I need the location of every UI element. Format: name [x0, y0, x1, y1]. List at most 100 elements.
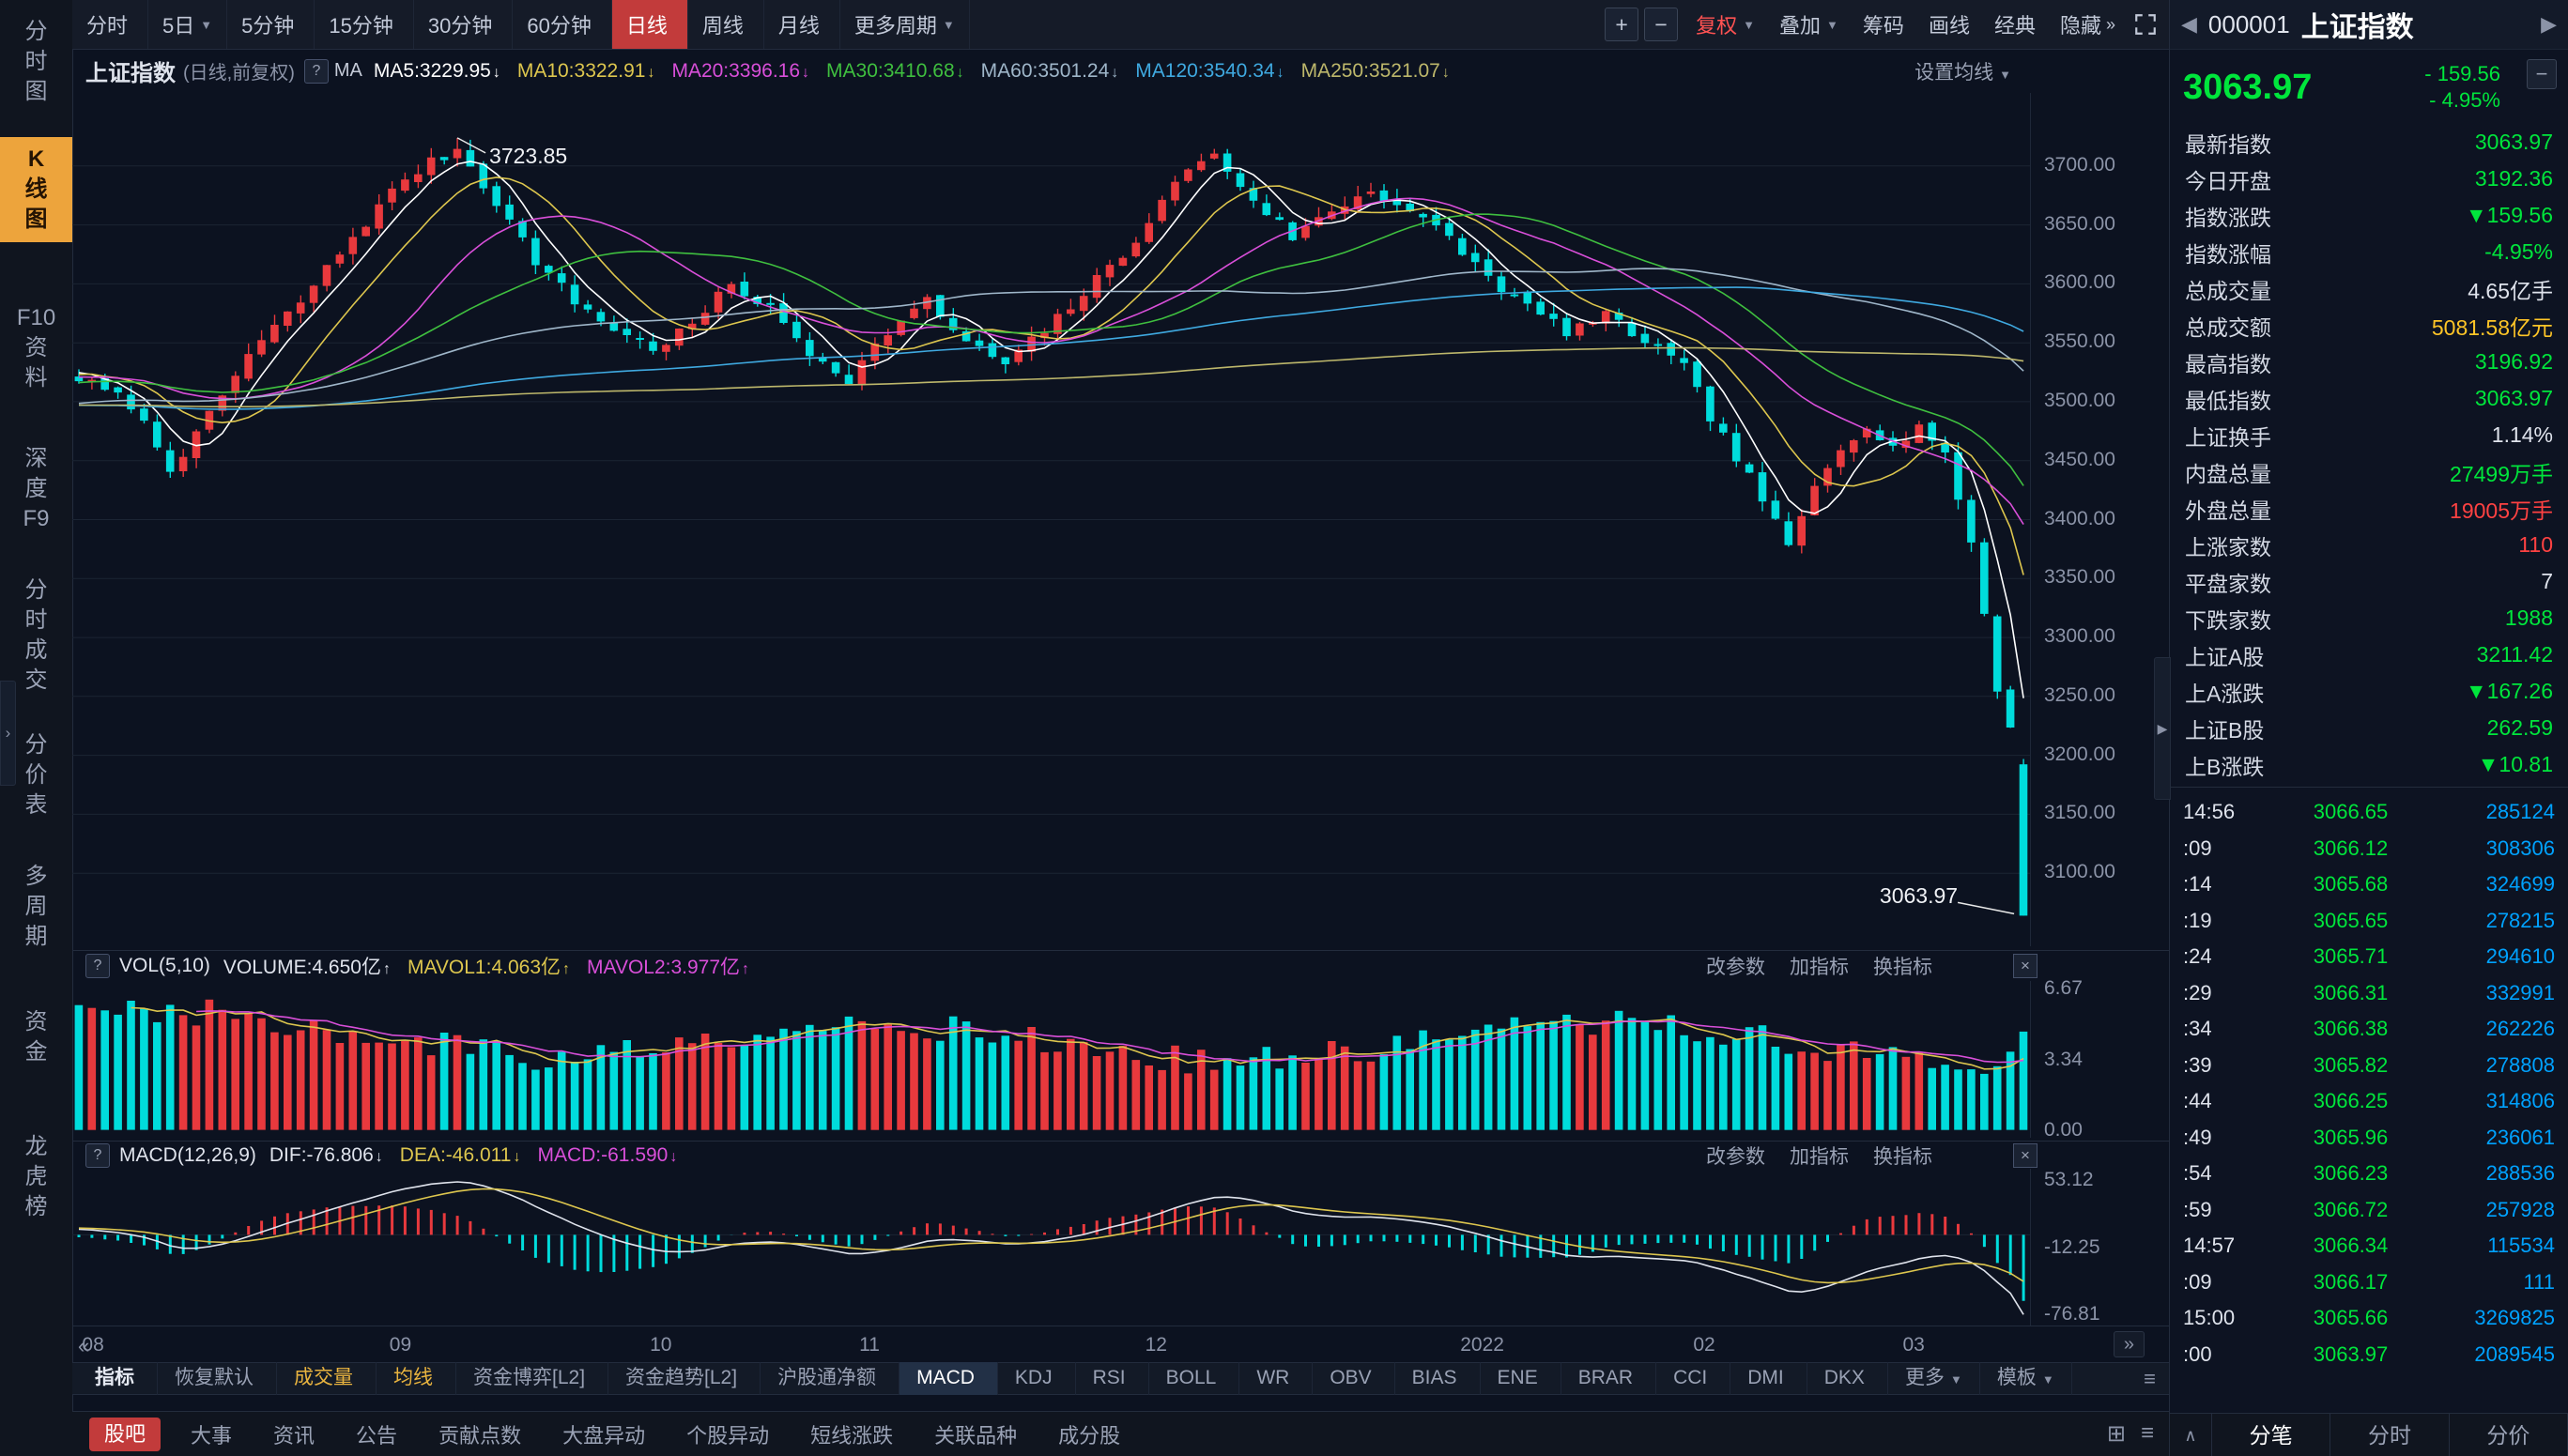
sidebar-tab[interactable]: 多 周 期	[24, 864, 48, 949]
bottom-nav-item[interactable]: 短线涨跌	[810, 1423, 894, 1448]
chips-button[interactable]: 筹码	[1862, 14, 1904, 38]
indicator-tab[interactable]: DMI	[1730, 1362, 1807, 1395]
indicator-tab[interactable]: 均线	[377, 1362, 456, 1395]
macd-axis-label: -12.25	[2044, 1235, 2100, 1258]
bottom-nav-item[interactable]: 公告	[356, 1423, 398, 1448]
scroll-left-icon[interactable]: «	[78, 1334, 90, 1357]
indicator-tab[interactable]: 更多 ▼	[1888, 1362, 1980, 1395]
adjust-mode-dropdown[interactable]: 复权 ▼	[1696, 14, 1756, 38]
quote-row-value: -4.95%	[2484, 239, 2553, 264]
sidebar-tab[interactable]: K 线 图	[0, 137, 72, 242]
bottom-nav-item[interactable]: 贡献点数	[438, 1423, 522, 1448]
menu-icon[interactable]: ≡	[2140, 1420, 2154, 1446]
collapse-ticks-icon[interactable]: ∧	[2170, 1414, 2212, 1456]
pane-control[interactable]: 加指标	[1790, 1145, 1849, 1168]
candlestick-chart[interactable]: 3723.85 3063.97	[72, 93, 2031, 946]
macd-chart[interactable]	[72, 1169, 2031, 1326]
bottom-nav-item[interactable]: 资讯	[273, 1423, 315, 1448]
help-icon[interactable]: ?	[85, 954, 110, 978]
indicator-tab[interactable]: 资金趋势[L2]	[608, 1362, 761, 1395]
tick-tab[interactable]: 分价	[2450, 1414, 2568, 1456]
indicator-tab[interactable]: BOLL	[1149, 1362, 1240, 1395]
sidebar-tab[interactable]: 深 度 F9	[23, 446, 50, 531]
period-tab[interactable]: 更多周期 ▼	[840, 0, 970, 49]
prev-stock-arrow[interactable]: ◀	[2181, 12, 2197, 36]
sidebar-tab[interactable]: 分 时 成 交	[24, 577, 48, 693]
zoom-out-button[interactable]: −	[1644, 8, 1679, 41]
bottom-nav-item[interactable]: 个股异动	[686, 1423, 770, 1448]
indicator-tab[interactable]: MACD	[900, 1362, 998, 1395]
indicator-tab[interactable]: RSI	[1076, 1362, 1149, 1395]
close-pane-icon[interactable]: ×	[2013, 954, 2037, 978]
quote-row: 上证A股 3211.42	[2170, 636, 2568, 673]
bottom-nav-item[interactable]: 大事	[191, 1423, 233, 1448]
tick-tab[interactable]: 分笔	[2212, 1414, 2331, 1456]
dropdown-icon: ▼	[1826, 17, 1838, 32]
panel-collapse-handle[interactable]: ▶	[2154, 657, 2171, 800]
period-tab[interactable]: 月线	[764, 0, 840, 49]
sidebar-tab[interactable]: 分 时 图	[24, 19, 48, 104]
classic-button[interactable]: 经典	[1993, 14, 2036, 38]
pane-control[interactable]: 改参数	[1706, 1145, 1765, 1168]
sidebar-tab[interactable]: F10 资 料	[16, 305, 56, 391]
indicator-tab[interactable]: 恢复默认	[158, 1362, 277, 1395]
pane-control[interactable]: 改参数	[1706, 957, 1765, 978]
sidebar-tab[interactable]: 龙 虎 榜	[24, 1134, 48, 1219]
indicator-tab[interactable]: 模板 ▼	[1980, 1362, 2072, 1395]
indicator-tab[interactable]: ENE	[1481, 1362, 1561, 1395]
next-stock-arrow[interactable]: ▶	[2541, 12, 2557, 36]
sidebar-expand-handle[interactable]: ›	[0, 681, 16, 786]
quote-row: 总成交额 5081.58亿元	[2170, 307, 2568, 344]
ma-settings-dropdown[interactable]: 设置均线 ▼	[1914, 61, 2011, 84]
period-tab[interactable]: 日线	[611, 0, 688, 49]
close-pane-icon[interactable]: ×	[2013, 1142, 2037, 1168]
scroll-right-icon[interactable]: »	[2113, 1331, 2145, 1357]
price-axis-label: 3300.00	[2044, 625, 2115, 648]
bottom-nav-item[interactable]: 大盘异动	[562, 1423, 646, 1448]
overlay-dropdown[interactable]: 叠加 ▼	[1779, 14, 1838, 38]
period-tab[interactable]: 15分钟	[315, 0, 414, 49]
sidebar-tab[interactable]: 分 价 表	[24, 732, 48, 818]
tick-time: :44	[2183, 1089, 2212, 1113]
draw-line-button[interactable]: 画线	[1928, 14, 1970, 38]
chart-header: 上证指数 (日线,前复权) ? MA MA5:3229.95 ↓ MA10:332…	[72, 49, 2169, 93]
bottom-nav-item[interactable]: 关联品种	[934, 1423, 1018, 1448]
bottom-nav-item[interactable]: 成分股	[1058, 1423, 1121, 1448]
bottom-nav-item[interactable]: 股吧	[89, 1417, 161, 1451]
indicator-tab[interactable]: KDJ	[998, 1362, 1076, 1395]
period-tab[interactable]: 5日 ▼	[148, 0, 228, 49]
indicator-menu-icon[interactable]: ≡	[2144, 1366, 2156, 1390]
tick-tab[interactable]: 分时	[2330, 1414, 2450, 1456]
fullscreen-icon[interactable]	[2133, 12, 2158, 37]
period-tab[interactable]: 周线	[688, 0, 764, 49]
hide-button[interactable]: 隐藏»	[2059, 14, 2115, 38]
indicator-tab[interactable]: BIAS	[1395, 1362, 1481, 1395]
period-tab[interactable]: 5分钟	[227, 0, 315, 49]
volume-chart[interactable]	[72, 981, 2031, 1138]
indicator-tab[interactable]: WR	[1239, 1362, 1314, 1395]
pane-control[interactable]: 加指标	[1790, 957, 1849, 978]
dropdown-icon: ▼	[200, 17, 213, 32]
period-tab[interactable]: 分时	[72, 0, 149, 49]
pane-control[interactable]: 换指标	[1873, 957, 1932, 978]
help-icon[interactable]: ?	[85, 1142, 110, 1168]
mini-chart-icon[interactable]: ⊞	[2106, 1421, 2126, 1447]
indicator-tab[interactable]: 沪股通净额	[761, 1362, 900, 1395]
collapse-panel-button[interactable]: −	[2527, 59, 2557, 89]
tick-price: 3066.72	[2313, 1197, 2389, 1221]
period-tab[interactable]: 60分钟	[513, 0, 612, 49]
sidebar-tab[interactable]: 资 金	[24, 1009, 48, 1065]
indicator-tab[interactable]: OBV	[1313, 1362, 1395, 1395]
zoom-in-button[interactable]: +	[1605, 8, 1639, 41]
pane-control[interactable]: 换指标	[1873, 1145, 1932, 1168]
indicator-tab[interactable]: 资金博弈[L2]	[456, 1362, 609, 1395]
time-axis-label: 11	[859, 1334, 880, 1356]
indicator-tab[interactable]: 指标	[78, 1362, 158, 1395]
period-tab[interactable]: 30分钟	[414, 0, 514, 49]
indicator-tab[interactable]: DKX	[1807, 1362, 1888, 1395]
indicator-tab[interactable]: CCI	[1656, 1362, 1731, 1395]
help-icon[interactable]: ?	[303, 58, 329, 84]
indicator-tab[interactable]: BRAR	[1561, 1362, 1657, 1395]
indicator-tab[interactable]: 成交量	[277, 1362, 377, 1395]
price-block: 3063.97 - 159.56 - 4.95% −	[2170, 50, 2568, 125]
